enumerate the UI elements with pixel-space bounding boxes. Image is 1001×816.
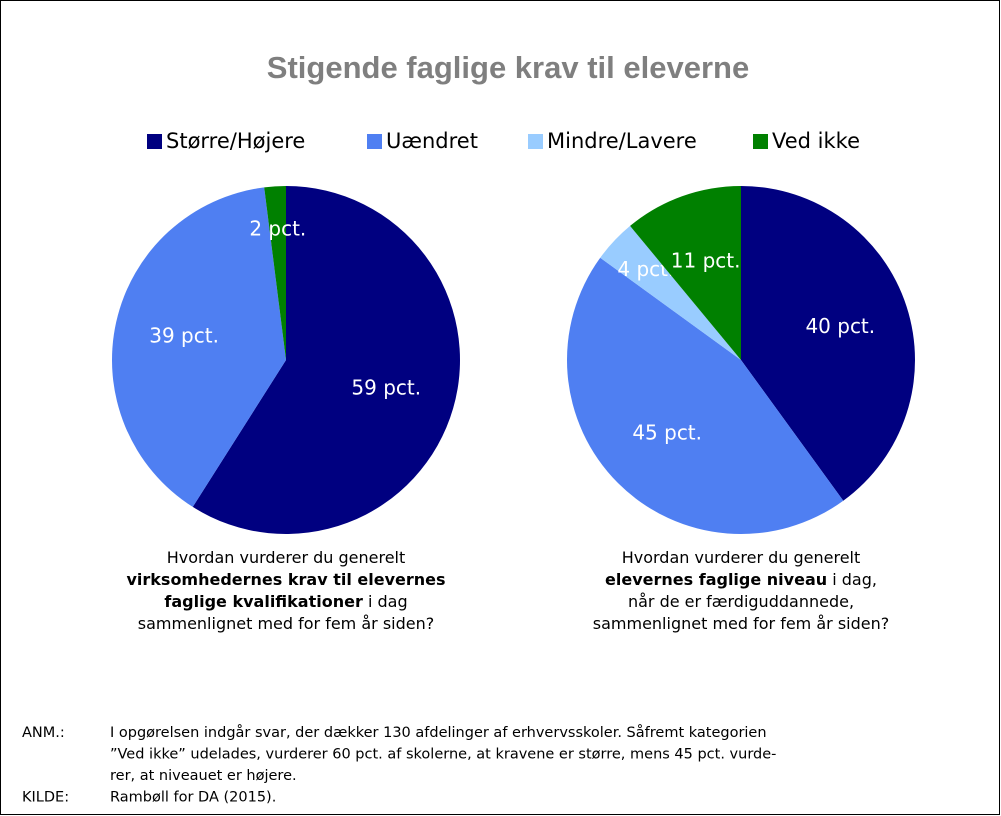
legend-swatch: [528, 134, 543, 149]
caption-line: elevernes faglige niveau i dag,: [605, 570, 877, 589]
data-label: 40 pct.: [805, 314, 875, 338]
legend-label: Større/Højere: [166, 129, 305, 153]
note-line: ”Ved ikke” udelades, vurderer 60 pct. af…: [110, 747, 776, 763]
pie-slice: [112, 187, 287, 507]
legend-label: Ved ikke: [772, 129, 860, 153]
data-label: 39 pct.: [149, 324, 219, 348]
legend-swatch: [147, 134, 162, 149]
note-label: ANM.:: [22, 725, 65, 741]
caption-line: sammenlignet med for fem år siden?: [593, 614, 889, 633]
caption-part: virksomhedernes krav til elevernes: [126, 570, 445, 589]
data-label: 11 pct.: [671, 248, 741, 272]
pie-slice: [264, 186, 286, 360]
caption-line: faglige kvalifikationer i dag: [164, 592, 407, 611]
caption-part: i dag: [363, 592, 408, 611]
legend-swatch: [753, 134, 768, 149]
legend-label: Uændret: [386, 129, 478, 153]
pie-slice: [567, 257, 844, 534]
legend-swatch: [367, 134, 382, 149]
caption-line: Hvordan vurderer du generelt: [622, 548, 861, 567]
pie-slice: [741, 186, 915, 501]
data-label: 59 pct.: [351, 376, 421, 400]
caption-part: elevernes faglige niveau: [605, 570, 827, 589]
chart-title: Stigende faglige krav til eleverne: [267, 50, 749, 85]
data-label: 2 pct.: [249, 216, 306, 240]
note-label: KILDE:: [22, 790, 69, 806]
caption-part: Hvordan vurderer du generelt: [167, 548, 406, 567]
caption-part: Hvordan vurderer du generelt: [622, 548, 861, 567]
note-line: Rambøll for DA (2015).: [110, 790, 276, 806]
caption-part: sammenlignet med for fem år siden?: [593, 614, 889, 633]
note-line: rer, at niveauet er højere.: [110, 768, 297, 784]
caption-line: sammenlignet med for fem år siden?: [138, 614, 434, 633]
caption-part: sammenlignet med for fem år siden?: [138, 614, 434, 633]
caption-line: virksomhedernes krav til elevernes: [126, 570, 445, 589]
caption-line: Hvordan vurderer du generelt: [167, 548, 406, 567]
pie-slice: [630, 186, 741, 360]
caption-part: faglige kvalifikationer: [164, 592, 363, 611]
legend-label: Mindre/Lavere: [547, 129, 697, 153]
pie-slice: [192, 186, 461, 534]
caption-part: i dag,: [827, 570, 877, 589]
data-label: 45 pct.: [632, 420, 702, 444]
note-line: I opgørelsen indgår svar, der dækker 130…: [110, 724, 767, 741]
caption-part: når de er færdiguddannede,: [628, 592, 854, 611]
caption-line: når de er færdiguddannede,: [628, 592, 854, 611]
pie-slice: [600, 225, 741, 360]
